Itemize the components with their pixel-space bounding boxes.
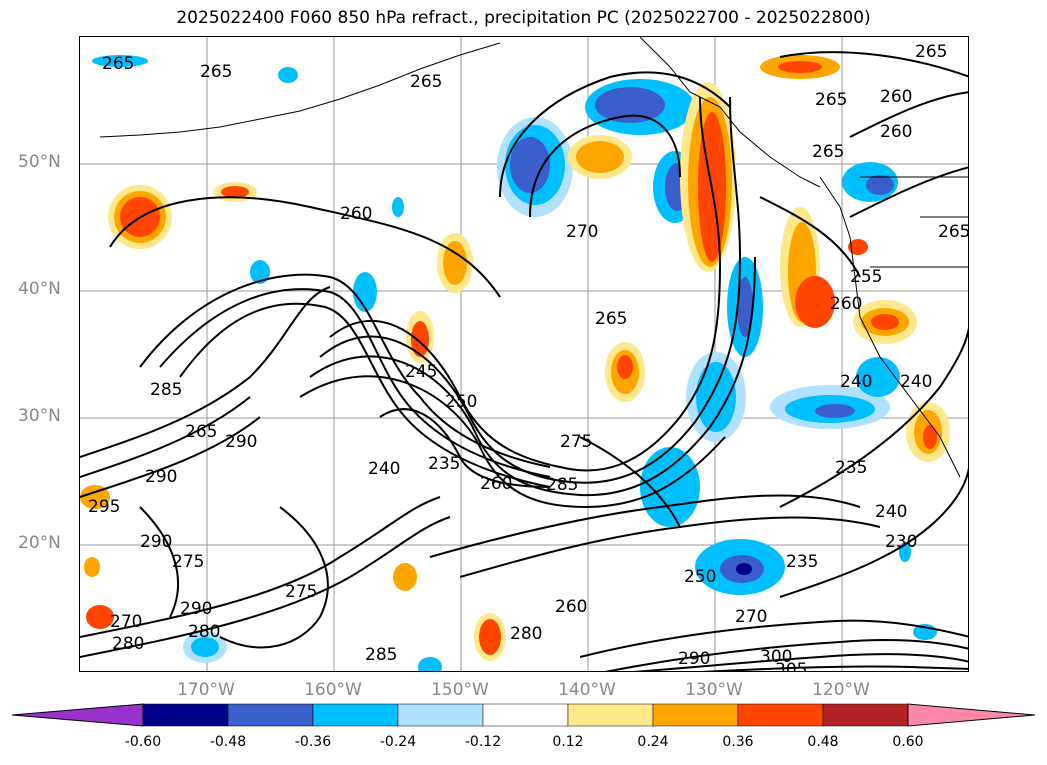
contour-label: 250 <box>445 392 477 412</box>
contour-label: 275 <box>285 582 317 602</box>
lat-label: 30°N <box>18 406 61 426</box>
colorbar-tick-label: -0.24 <box>380 734 416 750</box>
contour-label: 300 <box>760 647 792 667</box>
contour-label: 265 <box>410 72 442 92</box>
colorbar-cell <box>482 703 569 727</box>
colorbar-cell <box>822 703 909 727</box>
coastlines <box>99 37 968 478</box>
colorbar-cell <box>397 703 484 727</box>
lat-label: 20°N <box>18 533 61 553</box>
contour-label: 295 <box>88 497 120 517</box>
contour-label: 290 <box>678 649 710 669</box>
contour-label: 260 <box>480 474 512 494</box>
contour-label: 265 <box>815 90 847 110</box>
colorbar-cell <box>652 703 739 727</box>
contour-label: 270 <box>566 222 598 242</box>
colorbar: -0.60 -0.48 -0.36 -0.24 -0.12 0.12 0.24 0.36 0.4… <box>11 703 1036 750</box>
lat-label: 40°N <box>18 279 61 299</box>
contour-label: 275 <box>172 552 204 572</box>
contour-label-group: 265 265 265 265 260 265 260 270 260 265 … <box>88 42 969 672</box>
contour-label: 260 <box>340 204 372 224</box>
contour-label: 265 <box>915 42 947 62</box>
contour-label: 285 <box>365 645 397 665</box>
map-title: 2025022400 F060 850 hPa refract., precip… <box>176 8 871 28</box>
contour-label: 265 <box>938 222 969 242</box>
colorbar-tick-label: 0.36 <box>722 734 753 750</box>
contour-label: 250 <box>684 567 716 587</box>
contour-label: 265 <box>812 142 844 162</box>
contour-label: 265 <box>200 62 232 82</box>
colorbar-tick-label: 0.60 <box>892 734 923 750</box>
colorbar-arrow-left <box>11 703 144 727</box>
contour-label: 260 <box>880 122 912 142</box>
contour-label: 290 <box>145 467 177 487</box>
contour-label: 260 <box>830 294 862 314</box>
lon-label: 130°W <box>685 680 743 700</box>
contour-label: 260 <box>880 87 912 107</box>
contour-label: 285 <box>546 475 578 495</box>
lon-label: 140°W <box>558 680 616 700</box>
contour-label: 285 <box>150 380 182 400</box>
contour-label: 240 <box>840 372 872 392</box>
map-panel: 265 265 265 265 260 265 260 270 260 265 … <box>79 36 969 672</box>
lon-label: 150°W <box>431 680 489 700</box>
contour-label: 235 <box>786 552 818 572</box>
contour-label: 255 <box>850 267 882 287</box>
colorbar-tick-label: -0.36 <box>295 734 331 750</box>
contour-label: 290 <box>140 532 172 552</box>
contour-label: 280 <box>510 624 542 644</box>
contour-label: 240 <box>900 372 932 392</box>
contour-label: 280 <box>112 634 144 654</box>
contour-label: 240 <box>875 502 907 522</box>
lon-label: 170°W <box>177 680 235 700</box>
colorbar-arrow-right <box>907 703 1036 727</box>
contour-label: 230 <box>885 532 917 552</box>
contour-label: 265 <box>185 422 217 442</box>
contour-label: 290 <box>225 432 257 452</box>
contour-label: 235 <box>428 454 460 474</box>
map-canvas: 265 265 265 265 260 265 260 270 260 265 … <box>80 37 969 672</box>
contour-label: 240 <box>368 459 400 479</box>
colorbar-tick-label: -0.12 <box>465 734 501 750</box>
lon-label: 160°W <box>304 680 362 700</box>
precip-negative <box>92 55 937 671</box>
colorbar-tick-label: 0.12 <box>552 734 583 750</box>
lat-label: 50°N <box>18 152 61 172</box>
colorbar-tick-label: -0.60 <box>125 734 161 750</box>
contour-label: 265 <box>595 309 627 329</box>
colorbar-tick-label: 0.24 <box>637 734 668 750</box>
colorbar-cell <box>737 703 824 727</box>
contour-label: 270 <box>110 612 142 632</box>
colorbar-cell <box>227 703 314 727</box>
colorbar-tick-label: -0.48 <box>210 734 246 750</box>
colorbar-cell <box>567 703 654 727</box>
colorbar-tick-label: 0.48 <box>807 734 838 750</box>
contour-label: 245 <box>405 362 437 382</box>
colorbar-cell <box>142 703 229 727</box>
contour-label: 305 <box>775 660 807 672</box>
contour-label: 235 <box>835 458 867 478</box>
contour-label: 270 <box>735 607 767 627</box>
contour-label: 275 <box>560 432 592 452</box>
colorbar-cell <box>312 703 399 727</box>
contours <box>80 51 968 671</box>
contour-label: 280 <box>188 622 220 642</box>
lon-label: 120°W <box>812 680 870 700</box>
contour-label: 265 <box>102 54 134 74</box>
contour-label: 260 <box>555 597 587 617</box>
contour-label: 290 <box>180 599 212 619</box>
